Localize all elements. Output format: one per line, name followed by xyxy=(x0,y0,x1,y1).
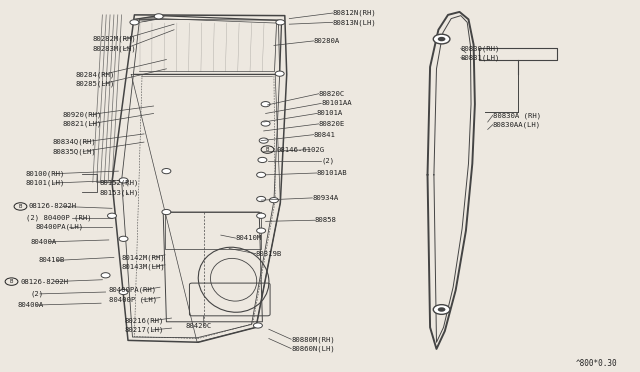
Text: 80153(LH): 80153(LH) xyxy=(99,189,139,196)
Text: 80410M: 80410M xyxy=(236,235,262,241)
Text: 80820E: 80820E xyxy=(319,121,345,127)
Text: 80821(LH): 80821(LH) xyxy=(63,121,102,127)
Text: 80400A: 80400A xyxy=(31,239,57,245)
Circle shape xyxy=(257,213,266,218)
Circle shape xyxy=(433,34,450,44)
Text: 80880M(RH): 80880M(RH) xyxy=(291,336,335,343)
Text: 80830AA(LH): 80830AA(LH) xyxy=(493,121,541,128)
Circle shape xyxy=(119,178,128,183)
Text: 80283M(LH): 80283M(LH) xyxy=(93,46,136,52)
Circle shape xyxy=(269,198,278,203)
Circle shape xyxy=(101,273,110,278)
Text: 80284(RH): 80284(RH) xyxy=(76,71,115,78)
Text: 80319B: 80319B xyxy=(256,251,282,257)
Text: 80831(LH): 80831(LH) xyxy=(461,54,500,61)
Text: 80285(LH): 80285(LH) xyxy=(76,80,115,87)
Text: 80920(RH): 80920(RH) xyxy=(63,111,102,118)
Circle shape xyxy=(119,289,128,295)
Text: 80217(LH): 80217(LH) xyxy=(125,327,164,333)
Text: 80410B: 80410B xyxy=(38,257,65,263)
Text: 80420C: 80420C xyxy=(186,323,212,328)
Text: 80835Q(LH): 80835Q(LH) xyxy=(52,148,96,155)
Circle shape xyxy=(257,172,266,177)
Text: 08126-8202H: 08126-8202H xyxy=(20,279,68,285)
Circle shape xyxy=(253,323,262,328)
Circle shape xyxy=(130,20,139,25)
Text: (2) 80400P (RH): (2) 80400P (RH) xyxy=(26,214,92,221)
Text: 80280A: 80280A xyxy=(314,38,340,44)
Circle shape xyxy=(259,138,268,143)
Text: 80934A: 80934A xyxy=(312,195,339,201)
Text: 80841: 80841 xyxy=(314,132,335,138)
Circle shape xyxy=(261,121,270,126)
Text: B: B xyxy=(10,279,13,284)
Text: 80400P (LH): 80400P (LH) xyxy=(109,296,157,303)
Text: 80820C: 80820C xyxy=(319,91,345,97)
Text: 80400PA(RH): 80400PA(RH) xyxy=(109,287,157,294)
Text: 80101AB: 80101AB xyxy=(317,170,348,176)
Text: (2): (2) xyxy=(31,291,44,297)
Text: (2): (2) xyxy=(321,157,335,164)
Text: 80813N(LH): 80813N(LH) xyxy=(333,19,376,26)
Text: 80400A: 80400A xyxy=(18,302,44,308)
Text: 80858: 80858 xyxy=(315,217,337,223)
Circle shape xyxy=(261,102,270,107)
Text: 80812N(RH): 80812N(RH) xyxy=(333,10,376,16)
Circle shape xyxy=(154,14,163,19)
Circle shape xyxy=(275,71,284,76)
Text: 80101A: 80101A xyxy=(317,110,343,116)
Text: 80101AA: 80101AA xyxy=(321,100,352,106)
Text: 80830A (RH): 80830A (RH) xyxy=(493,112,541,119)
Circle shape xyxy=(162,169,171,174)
Text: 08146-6102G: 08146-6102G xyxy=(276,147,324,153)
Circle shape xyxy=(276,20,285,25)
Text: 80282M(RH): 80282M(RH) xyxy=(93,36,136,42)
Text: 80142M(RH): 80142M(RH) xyxy=(122,254,165,261)
Circle shape xyxy=(257,196,266,202)
Circle shape xyxy=(438,307,445,312)
Text: 80143M(LH): 80143M(LH) xyxy=(122,263,165,270)
Text: 80830(RH): 80830(RH) xyxy=(461,45,500,52)
Text: 80834Q(RH): 80834Q(RH) xyxy=(52,139,96,145)
Circle shape xyxy=(119,236,128,241)
Text: B: B xyxy=(19,204,22,209)
Circle shape xyxy=(438,37,445,41)
Text: B: B xyxy=(266,147,269,152)
Circle shape xyxy=(257,228,266,233)
Text: 80152(RH): 80152(RH) xyxy=(99,180,139,186)
Circle shape xyxy=(162,209,171,215)
Text: 80216(RH): 80216(RH) xyxy=(125,317,164,324)
Text: 80400PA(LH): 80400PA(LH) xyxy=(35,224,83,230)
Circle shape xyxy=(258,157,267,163)
Text: ^800*0.30: ^800*0.30 xyxy=(576,359,618,368)
Text: 08126-8202H: 08126-8202H xyxy=(29,203,77,209)
Text: 80100(RH): 80100(RH) xyxy=(26,170,65,177)
Circle shape xyxy=(433,305,450,314)
Text: 80101(LH): 80101(LH) xyxy=(26,180,65,186)
Text: 80860N(LH): 80860N(LH) xyxy=(291,345,335,352)
Circle shape xyxy=(108,213,116,218)
